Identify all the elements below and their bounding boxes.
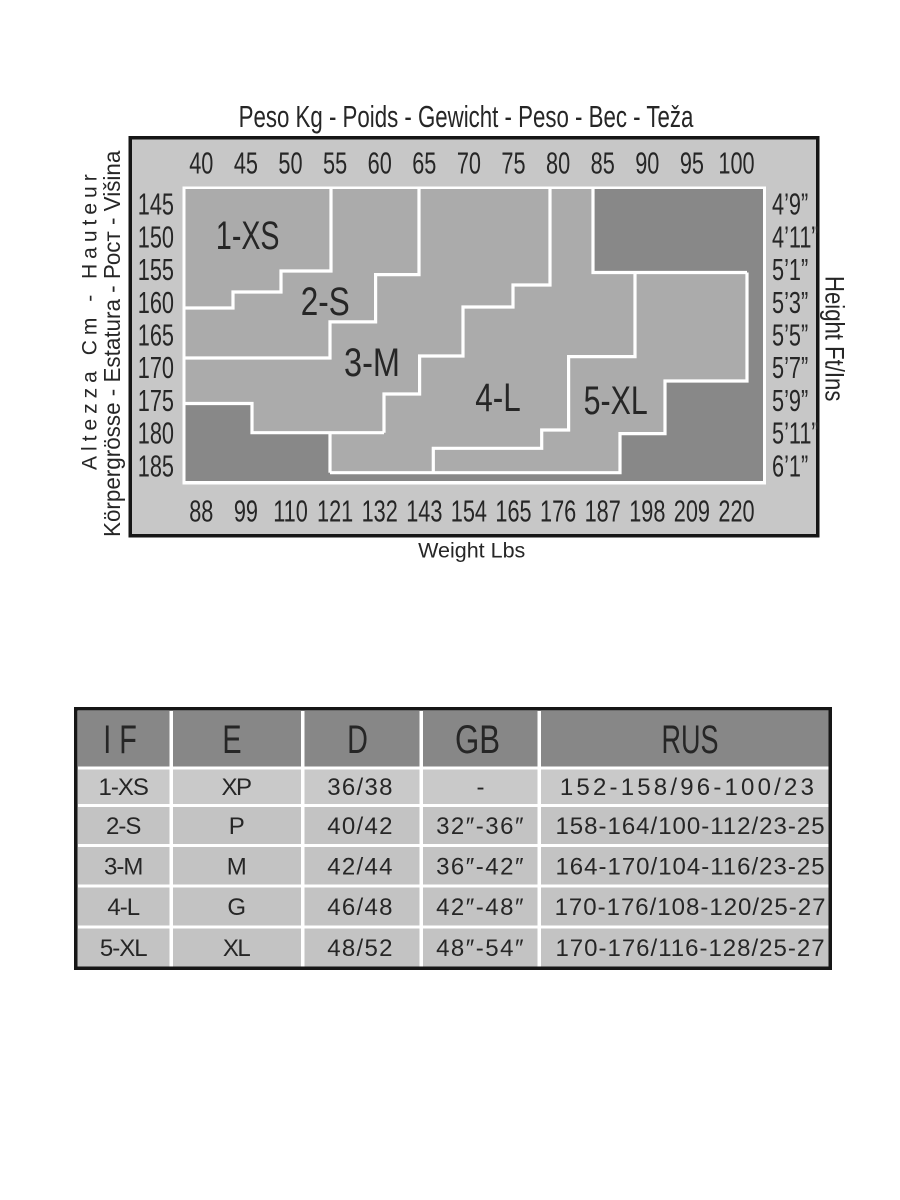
svg-text:165: 165 bbox=[495, 494, 531, 529]
svg-text:40: 40 bbox=[189, 146, 213, 181]
svg-text:4’9”: 4’9” bbox=[772, 187, 808, 222]
svg-text:RUS: RUS bbox=[662, 718, 719, 763]
svg-text:180: 180 bbox=[138, 416, 174, 451]
svg-text:6’1”: 6’1” bbox=[772, 448, 808, 483]
svg-text:36″-42″: 36″-42″ bbox=[436, 854, 525, 881]
svg-text:5-XL: 5-XL bbox=[584, 378, 648, 423]
svg-text:48″-54″: 48″-54″ bbox=[436, 935, 525, 962]
svg-text:155: 155 bbox=[138, 252, 174, 287]
svg-text:P: P bbox=[229, 813, 244, 840]
svg-text:209: 209 bbox=[674, 494, 710, 529]
svg-text:80: 80 bbox=[546, 146, 570, 181]
svg-text:-: - bbox=[477, 774, 485, 801]
svg-text:Height Ft/Ins: Height Ft/Ins bbox=[819, 276, 849, 401]
svg-text:185: 185 bbox=[138, 448, 174, 483]
svg-text:I F: I F bbox=[103, 717, 137, 762]
svg-text:75: 75 bbox=[501, 146, 525, 181]
svg-text:D: D bbox=[347, 717, 368, 762]
svg-text:XP: XP bbox=[221, 774, 251, 801]
svg-text:Weight Lbs: Weight Lbs bbox=[418, 539, 525, 563]
svg-text:1-XS: 1-XS bbox=[216, 214, 280, 258]
svg-text:152-158/96-100/23: 152-158/96-100/23 bbox=[560, 774, 817, 801]
svg-text:143: 143 bbox=[406, 494, 442, 529]
svg-text:145: 145 bbox=[138, 187, 174, 222]
svg-text:42″-48″: 42″-48″ bbox=[436, 894, 525, 921]
svg-text:198: 198 bbox=[629, 494, 665, 529]
svg-text:60: 60 bbox=[368, 146, 392, 181]
svg-text:95: 95 bbox=[680, 146, 704, 181]
svg-text:132: 132 bbox=[362, 494, 398, 529]
svg-text:XL: XL bbox=[223, 935, 251, 962]
svg-text:121: 121 bbox=[317, 494, 353, 529]
svg-text:40/42: 40/42 bbox=[327, 813, 394, 840]
svg-text:5-XL: 5-XL bbox=[100, 935, 147, 962]
svg-text:3-M: 3-M bbox=[344, 340, 400, 385]
svg-text:70: 70 bbox=[457, 146, 481, 181]
svg-text:220: 220 bbox=[718, 494, 754, 529]
svg-text:4-L: 4-L bbox=[475, 374, 520, 420]
svg-text:154: 154 bbox=[451, 494, 487, 529]
svg-text:187: 187 bbox=[585, 494, 621, 529]
svg-text:90: 90 bbox=[635, 146, 659, 181]
svg-text:M: M bbox=[227, 854, 246, 881]
svg-text:50: 50 bbox=[278, 146, 302, 181]
svg-text:158-164/100-112/23-25: 158-164/100-112/23-25 bbox=[555, 813, 825, 840]
svg-text:Altezza Cm - Hauteur: Altezza Cm - Hauteur bbox=[79, 169, 102, 470]
svg-text:164-170/104-116/23-25: 164-170/104-116/23-25 bbox=[555, 854, 825, 881]
svg-text:4’11”: 4’11” bbox=[772, 220, 819, 255]
svg-text:Peso Kg - Poids - Gewicht - Pe: Peso Kg - Poids - Gewicht - Peso - Bec -… bbox=[239, 100, 694, 134]
svg-text:65: 65 bbox=[412, 146, 436, 181]
svg-text:E: E bbox=[222, 717, 241, 762]
svg-text:Körpergrösse - Estatura - Рост: Körpergrösse - Estatura - Рост - Višina bbox=[99, 150, 125, 537]
svg-text:GB: GB bbox=[455, 717, 500, 762]
svg-text:160: 160 bbox=[138, 285, 174, 320]
svg-text:45: 45 bbox=[234, 146, 258, 181]
svg-text:150: 150 bbox=[138, 220, 174, 255]
svg-text:36/38: 36/38 bbox=[327, 774, 394, 801]
svg-text:5’3”: 5’3” bbox=[772, 285, 808, 320]
svg-text:110: 110 bbox=[273, 494, 308, 529]
svg-text:42/44: 42/44 bbox=[327, 854, 394, 881]
svg-text:175: 175 bbox=[138, 383, 174, 418]
svg-text:5’7”: 5’7” bbox=[772, 350, 808, 385]
svg-text:2-S: 2-S bbox=[106, 813, 140, 840]
svg-text:4-L: 4-L bbox=[107, 894, 139, 921]
svg-text:176: 176 bbox=[540, 494, 576, 529]
svg-text:55: 55 bbox=[323, 146, 347, 181]
svg-text:3-M: 3-M bbox=[104, 854, 142, 881]
svg-text:32″-36″: 32″-36″ bbox=[436, 813, 525, 840]
svg-text:5’5”: 5’5” bbox=[772, 318, 808, 353]
svg-text:46/48: 46/48 bbox=[327, 894, 394, 921]
svg-text:170-176/116-128/25-27: 170-176/116-128/25-27 bbox=[555, 935, 825, 962]
svg-text:5’11”: 5’11” bbox=[772, 416, 819, 451]
svg-text:165: 165 bbox=[138, 318, 174, 353]
svg-text:G: G bbox=[227, 894, 244, 921]
svg-text:2-S: 2-S bbox=[301, 279, 350, 325]
svg-text:1-XS: 1-XS bbox=[99, 774, 148, 801]
svg-text:5’1”: 5’1” bbox=[772, 252, 808, 287]
svg-text:170: 170 bbox=[138, 350, 174, 385]
svg-text:85: 85 bbox=[591, 146, 615, 181]
svg-text:99: 99 bbox=[234, 494, 258, 529]
svg-text:5’9”: 5’9” bbox=[772, 383, 808, 418]
svg-text:48/52: 48/52 bbox=[327, 935, 394, 962]
svg-text:170-176/108-120/25-27: 170-176/108-120/25-27 bbox=[555, 894, 827, 921]
svg-text:100: 100 bbox=[718, 146, 754, 181]
svg-text:88: 88 bbox=[189, 494, 213, 529]
